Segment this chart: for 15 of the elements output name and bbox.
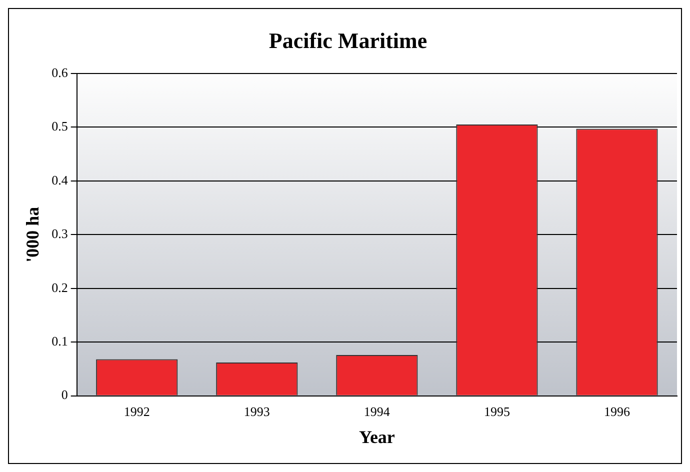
x-tick-label: 1992 <box>124 404 150 420</box>
chart-title: Pacific Maritime <box>268 28 428 53</box>
x-tick-label: 1994 <box>364 404 390 420</box>
x-tick-label: 1993 <box>244 404 270 420</box>
y-tick-label: 0.6 <box>52 64 68 80</box>
y-tick-label: 0 <box>61 387 68 402</box>
x-tick-label: 1995 <box>484 404 510 420</box>
y-tick-label: 0.1 <box>52 333 68 348</box>
x-axis-title: Year <box>358 426 395 447</box>
y-tick-label: 0.3 <box>52 226 68 242</box>
x-tick-label: 1996 <box>604 404 630 420</box>
y-tick-label: 0.5 <box>52 118 68 134</box>
y-axis-title: '000 ha <box>22 206 42 262</box>
y-tick-label: 0.4 <box>52 172 68 188</box>
y-tick-label: 0.2 <box>52 280 68 295</box>
